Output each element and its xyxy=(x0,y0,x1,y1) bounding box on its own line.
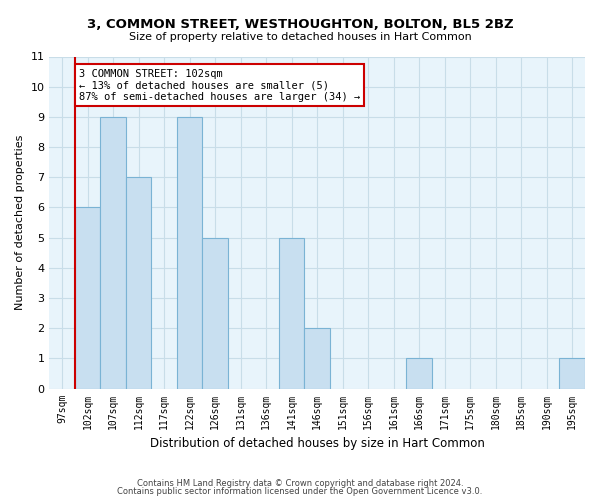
Bar xyxy=(202,238,228,388)
Bar xyxy=(126,177,151,388)
Text: 3 COMMON STREET: 102sqm
← 13% of detached houses are smaller (5)
87% of semi-det: 3 COMMON STREET: 102sqm ← 13% of detache… xyxy=(79,68,360,102)
Bar xyxy=(279,238,304,388)
Text: Size of property relative to detached houses in Hart Common: Size of property relative to detached ho… xyxy=(128,32,472,42)
Y-axis label: Number of detached properties: Number of detached properties xyxy=(15,135,25,310)
Bar xyxy=(559,358,585,388)
Text: 3, COMMON STREET, WESTHOUGHTON, BOLTON, BL5 2BZ: 3, COMMON STREET, WESTHOUGHTON, BOLTON, … xyxy=(86,18,514,30)
Bar xyxy=(100,117,126,388)
Text: Contains public sector information licensed under the Open Government Licence v3: Contains public sector information licen… xyxy=(118,487,482,496)
Text: Contains HM Land Registry data © Crown copyright and database right 2024.: Contains HM Land Registry data © Crown c… xyxy=(137,478,463,488)
Bar xyxy=(75,208,100,388)
Bar xyxy=(304,328,330,388)
Bar xyxy=(177,117,202,388)
Bar xyxy=(406,358,432,388)
X-axis label: Distribution of detached houses by size in Hart Common: Distribution of detached houses by size … xyxy=(150,437,485,450)
